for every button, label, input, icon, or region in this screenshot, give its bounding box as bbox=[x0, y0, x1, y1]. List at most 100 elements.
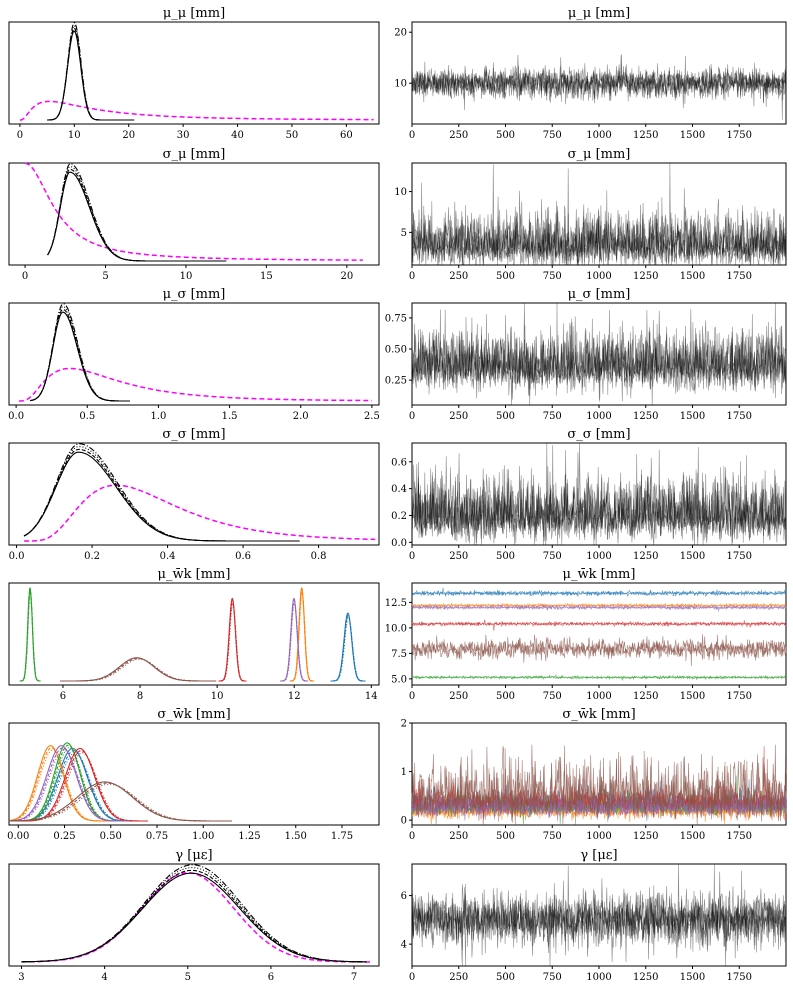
x-tick-label: 0 bbox=[409, 551, 415, 562]
component-density-curve bbox=[9, 747, 130, 822]
x-tick-label: 1500 bbox=[680, 411, 705, 422]
component-density-curve bbox=[19, 587, 41, 682]
posterior-chain-curve bbox=[21, 869, 367, 963]
x-tick-label: 20 bbox=[122, 130, 135, 141]
plot-frame bbox=[411, 162, 787, 266]
component-density-curve bbox=[280, 600, 309, 682]
y-tick-label: 0.2 bbox=[391, 511, 407, 522]
x-tick-label: 750 bbox=[543, 691, 562, 702]
y-tick-label: 20 bbox=[394, 28, 407, 39]
posterior-chain-curve bbox=[23, 451, 300, 542]
trace-chain-line bbox=[411, 634, 787, 663]
panel-title: σ_μ [mm] bbox=[568, 147, 631, 162]
component-density-curve bbox=[330, 616, 366, 682]
y-tick-label: 10 bbox=[394, 79, 407, 90]
x-tick-label: 0 bbox=[17, 130, 23, 141]
component-density-curve bbox=[19, 593, 41, 682]
posterior-chain-curve bbox=[47, 171, 227, 262]
x-tick-label: 750 bbox=[543, 271, 562, 282]
trace-chain-line bbox=[411, 450, 787, 546]
sigma_sigma-trace-panel: σ_σ [mm] 0 250 500 750 1000 1250 1500 1750 0.0 0.2… bbox=[391, 427, 787, 562]
x-tick-label: 1.0 bbox=[150, 411, 166, 422]
mu_mu-density-panel: μ_μ [mm] 0 10 20 30 40 50 60 bbox=[8, 6, 380, 141]
x-tick-label: 500 bbox=[496, 411, 515, 422]
x-tick-label: 6 bbox=[60, 691, 66, 702]
x-tick-label: 1000 bbox=[586, 831, 611, 842]
component-density-curve bbox=[330, 612, 366, 682]
y-tick-label: 0.0 bbox=[391, 538, 407, 549]
x-tick-label: 1750 bbox=[727, 831, 752, 842]
x-tick-label: 0 bbox=[409, 831, 415, 842]
x-tick-label: 0 bbox=[409, 271, 415, 282]
x-tick-label: 1000 bbox=[586, 972, 611, 983]
mu_sigma-density-panel: μ_σ [mm] 0.0 0.5 1.0 1.5 2.0 2.5 bbox=[8, 287, 380, 422]
x-tick-label: 1000 bbox=[586, 130, 611, 141]
x-tick-label: 250 bbox=[449, 972, 468, 983]
trace-chain-line bbox=[411, 587, 787, 598]
posterior-chain-curve bbox=[23, 446, 300, 542]
plot-frame bbox=[8, 722, 380, 826]
x-tick-label: 0.6 bbox=[235, 551, 251, 562]
panel-title: γ [με] bbox=[175, 848, 212, 863]
x-tick-label: 1000 bbox=[586, 271, 611, 282]
posterior-chain-curve bbox=[23, 448, 300, 542]
plot-frame bbox=[411, 863, 787, 967]
trace-chain-line bbox=[411, 619, 786, 628]
x-tick-label: 500 bbox=[496, 130, 515, 141]
prior-curve bbox=[19, 367, 372, 402]
trace-chain-line bbox=[411, 442, 787, 546]
trace-chain-line bbox=[411, 870, 787, 956]
x-tick-label: 1500 bbox=[680, 831, 705, 842]
trace-chain-line bbox=[411, 309, 787, 405]
trace-chain-line bbox=[411, 188, 787, 266]
component-density-curve bbox=[8, 747, 110, 822]
trace-chain-line bbox=[411, 865, 787, 967]
x-tick-label: 1000 bbox=[586, 691, 611, 702]
x-tick-label: 1.00 bbox=[192, 831, 214, 842]
posterior-chain-curve bbox=[30, 306, 130, 402]
x-tick-label: 1.25 bbox=[238, 831, 260, 842]
prior-curve bbox=[24, 162, 363, 261]
posterior-chain-curve bbox=[47, 22, 135, 121]
x-tick-label: 1000 bbox=[586, 551, 611, 562]
trace-chain-line bbox=[411, 302, 787, 400]
y-tick-label: 6 bbox=[401, 891, 407, 902]
posterior-chain-curve bbox=[47, 163, 227, 262]
x-tick-label: 50 bbox=[286, 130, 299, 141]
component-density-curve bbox=[60, 658, 217, 682]
y-tick-label: 1 bbox=[401, 767, 407, 778]
sigma_mu-trace-panel: σ_μ [mm] 0 250 500 750 1000 1250 1500 1750 5 10 bbox=[394, 147, 787, 282]
trace-chain-line bbox=[411, 162, 787, 266]
mu_wk-density-panel: μ_w̄k [mm] 6 8 10 12 14 bbox=[8, 567, 380, 702]
x-tick-label: 1250 bbox=[633, 551, 658, 562]
plot-frame bbox=[411, 21, 787, 125]
trace-chain-line bbox=[411, 54, 787, 111]
prior-curve bbox=[24, 484, 376, 542]
trace-chain-line bbox=[411, 302, 787, 406]
y-tick-label: 0.25 bbox=[385, 376, 407, 387]
x-tick-label: 250 bbox=[449, 691, 468, 702]
posterior-chain-curve bbox=[21, 864, 367, 963]
x-tick-label: 15 bbox=[260, 271, 273, 282]
gamma-density-panel: γ [με] 3 4 5 6 7 bbox=[8, 848, 380, 983]
x-tick-label: 750 bbox=[543, 551, 562, 562]
y-tick-label: 2 bbox=[401, 719, 407, 730]
x-tick-label: 1250 bbox=[633, 691, 658, 702]
y-tick-label: 10.0 bbox=[385, 623, 407, 634]
x-tick-label: 0 bbox=[409, 972, 415, 983]
x-tick-label: 10 bbox=[180, 271, 193, 282]
trace-chain-line bbox=[411, 602, 787, 609]
x-tick-label: 1.50 bbox=[285, 831, 307, 842]
x-tick-label: 250 bbox=[449, 551, 468, 562]
component-density-curve bbox=[19, 590, 41, 682]
x-tick-label: 40 bbox=[231, 130, 244, 141]
sigma_sigma-density-panel: σ_σ [mm] 0.0 0.2 0.4 0.6 0.8 bbox=[8, 427, 380, 562]
x-tick-label: 1000 bbox=[586, 411, 611, 422]
plot-frame bbox=[8, 863, 380, 967]
plot-frame bbox=[411, 442, 787, 546]
component-density-curve bbox=[8, 745, 130, 822]
trace-chain-line bbox=[411, 674, 787, 681]
x-tick-label: 2.0 bbox=[293, 411, 309, 422]
x-tick-label: 0.5 bbox=[79, 411, 95, 422]
